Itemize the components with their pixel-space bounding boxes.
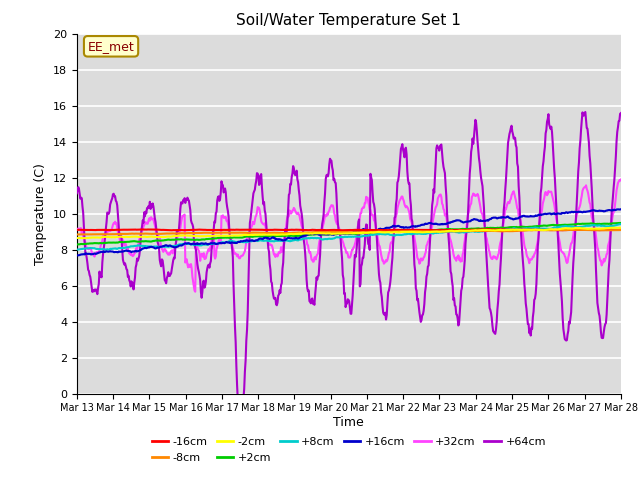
+16cm [436, 222, 444, 228]
-16cm [405, 227, 413, 233]
-16cm [284, 227, 292, 233]
Line: -2cm: -2cm [77, 228, 621, 238]
-2cm [436, 229, 444, 235]
+2cm [137, 239, 145, 244]
+64cm [237, 428, 244, 434]
-2cm [138, 234, 145, 240]
+64cm [436, 143, 444, 149]
+8cm [406, 231, 413, 237]
+2cm [237, 235, 244, 240]
+16cm [74, 252, 81, 258]
Line: +16cm: +16cm [77, 209, 621, 255]
+64cm [73, 191, 81, 196]
Legend: -16cm, -8cm, -2cm, +2cm, +8cm, +16cm, +32cm, +64cm: -16cm, -8cm, -2cm, +2cm, +8cm, +16cm, +3… [147, 433, 550, 467]
+8cm [436, 229, 444, 235]
Text: EE_met: EE_met [88, 40, 134, 53]
+16cm [406, 225, 413, 230]
+32cm [137, 230, 145, 236]
+32cm [191, 289, 199, 295]
+64cm [237, 429, 245, 435]
-8cm [577, 227, 585, 233]
-8cm [138, 231, 145, 237]
+32cm [73, 227, 81, 232]
-16cm [484, 227, 492, 232]
-8cm [406, 228, 413, 234]
+16cm [264, 235, 272, 241]
-8cm [264, 230, 272, 236]
-8cm [436, 228, 444, 234]
+32cm [406, 210, 413, 216]
+2cm [435, 227, 443, 232]
+8cm [264, 238, 272, 244]
Line: +64cm: +64cm [77, 112, 621, 432]
-8cm [285, 230, 292, 236]
Y-axis label: Temperature (C): Temperature (C) [35, 163, 47, 264]
+16cm [285, 235, 292, 240]
-16cm [237, 227, 244, 233]
-2cm [73, 235, 81, 241]
-2cm [237, 232, 245, 238]
+16cm [237, 239, 245, 244]
+2cm [617, 220, 625, 226]
+32cm [617, 177, 625, 182]
-2cm [285, 231, 292, 237]
Line: -8cm: -8cm [77, 230, 621, 235]
X-axis label: Time: Time [333, 416, 364, 429]
+64cm [285, 192, 292, 198]
+8cm [617, 221, 625, 227]
-16cm [137, 227, 145, 232]
-16cm [554, 228, 562, 233]
+32cm [237, 253, 245, 259]
+16cm [73, 252, 81, 258]
+32cm [264, 240, 272, 245]
+8cm [138, 243, 145, 249]
Line: +8cm: +8cm [77, 224, 621, 250]
Line: +32cm: +32cm [77, 180, 621, 292]
+64cm [406, 180, 413, 186]
-2cm [617, 225, 625, 230]
Line: +2cm: +2cm [77, 223, 621, 244]
+8cm [285, 238, 292, 244]
-2cm [616, 225, 624, 230]
+64cm [617, 110, 625, 116]
+2cm [264, 233, 271, 239]
+64cm [582, 109, 589, 115]
-16cm [435, 227, 443, 233]
Line: -16cm: -16cm [77, 229, 621, 230]
+16cm [617, 206, 625, 212]
+32cm [436, 192, 444, 198]
+64cm [137, 237, 145, 243]
+32cm [285, 213, 292, 219]
+2cm [73, 241, 81, 247]
+8cm [237, 239, 245, 245]
-2cm [264, 232, 272, 238]
-2cm [79, 235, 86, 241]
-8cm [617, 227, 625, 233]
-2cm [406, 229, 413, 235]
-16cm [73, 227, 81, 233]
+2cm [284, 233, 292, 239]
-8cm [74, 232, 81, 238]
+8cm [101, 247, 109, 252]
-8cm [73, 232, 81, 238]
-16cm [264, 227, 271, 233]
+16cm [138, 247, 145, 252]
-16cm [617, 227, 625, 232]
+64cm [264, 245, 272, 251]
+8cm [73, 247, 81, 252]
+2cm [616, 220, 624, 226]
-8cm [237, 230, 245, 236]
+2cm [405, 228, 413, 234]
Title: Soil/Water Temperature Set 1: Soil/Water Temperature Set 1 [236, 13, 461, 28]
